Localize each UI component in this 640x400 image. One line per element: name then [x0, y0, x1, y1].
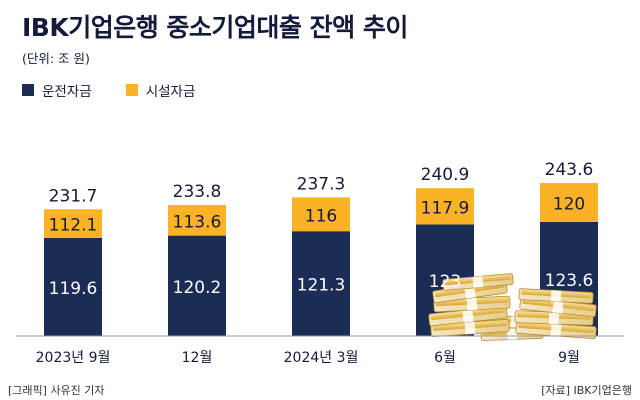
value-label-operating-2: 121.3 — [297, 276, 346, 296]
value-label-facility-4: 120 — [553, 195, 585, 215]
bar-operating-2 — [292, 231, 350, 336]
bar-facility-0 — [44, 209, 102, 238]
bar-facility-1 — [168, 204, 226, 236]
value-label-facility-2: 116 — [305, 206, 337, 226]
value-label-facility-1: 113.6 — [173, 212, 222, 232]
footer-source: [자료] IBK기업은행 — [541, 384, 632, 397]
x-tick-label-2: 2024년 3월 — [284, 350, 359, 366]
legend-label-facility: 시설자금 — [145, 84, 196, 100]
x-tick-label-4: 9월 — [558, 350, 580, 366]
bar-facility-4 — [540, 183, 598, 222]
bar-facility-2 — [292, 197, 350, 232]
bar-facility-3 — [416, 188, 474, 225]
x-tick-label-0: 2023년 9월 — [36, 350, 111, 366]
legend-swatch-facility — [125, 84, 138, 96]
unit-label: (단위: 조 원) — [22, 51, 90, 66]
total-label-3: 240.9 — [421, 165, 470, 185]
money-stack-illustration — [428, 273, 597, 341]
total-label-1: 233.8 — [173, 182, 222, 202]
footer-credit: [그래픽] 사유진 기자 — [8, 384, 105, 397]
legend-label-operating: 운전자금 — [42, 84, 92, 100]
value-label-facility-3: 117.9 — [421, 198, 470, 218]
value-label-operating-0: 119.6 — [49, 279, 98, 299]
total-label-4: 243.6 — [545, 160, 594, 180]
bar-operating-1 — [168, 235, 226, 336]
total-label-0: 231.7 — [49, 186, 98, 206]
value-label-facility-0: 112.1 — [49, 216, 98, 236]
value-label-operating-1: 120.2 — [173, 278, 222, 298]
total-label-2: 237.3 — [297, 174, 346, 194]
value-label-operating-3: 123 — [429, 272, 461, 292]
value-label-operating-4: 123.6 — [545, 271, 594, 291]
x-tick-label-1: 12월 — [182, 350, 213, 366]
legend-swatch-operating — [22, 84, 34, 96]
x-tick-label-3: 6월 — [434, 350, 456, 366]
chart-title: IBK기업은행 중소기업대출 잔액 추이 — [22, 13, 408, 42]
legend: 운전자금 시설자금 — [22, 81, 196, 100]
bar-operating-0 — [44, 238, 102, 336]
